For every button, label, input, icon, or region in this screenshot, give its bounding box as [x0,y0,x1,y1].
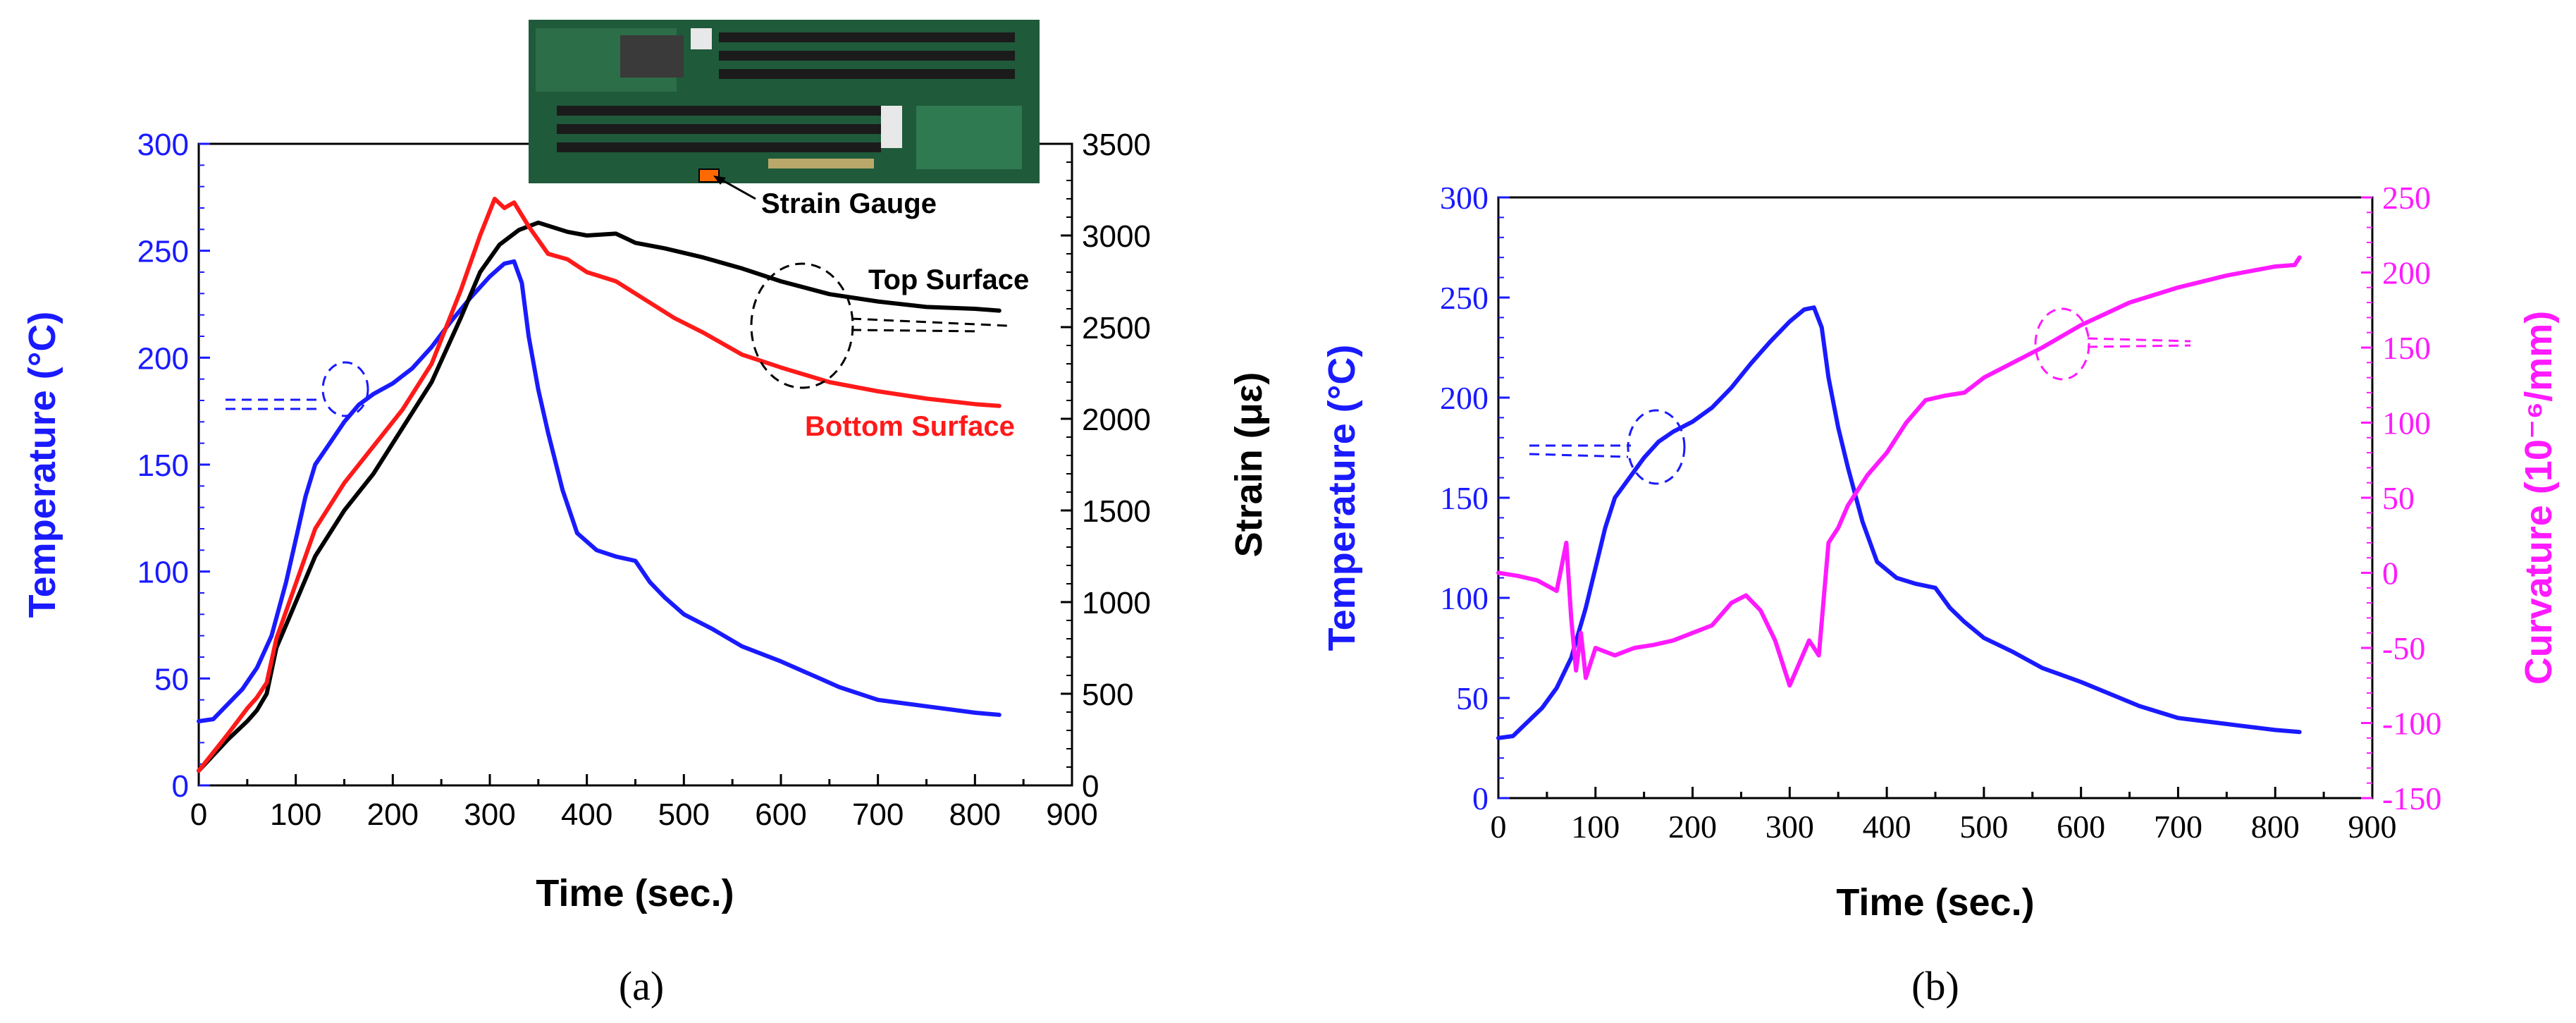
y-left-tick-label: 100 [1440,580,1489,616]
x-tick-label: 300 [464,797,515,832]
y-right-tick-label: 250 [2382,180,2431,216]
caption-a: (a) [619,963,664,1009]
curvature-pointer-b [2034,307,2191,381]
y-left-tick-label: 200 [137,341,189,376]
x-tick-label: 100 [1571,809,1620,845]
y-right-tick-label: 50 [2382,480,2415,516]
series-line-top-surface [197,220,1002,773]
panel-b: 0 100 200 300 400 500 600 700 800 900050100150200… [1321,180,2560,1009]
x-tick-label: 700 [2154,809,2202,845]
x-tick-label: 500 [1959,809,2008,845]
x-tick-label: 0 [190,797,207,832]
y-right-tick-label: 3000 [1082,219,1151,254]
y-right-tick-label: 500 [1082,678,1133,712]
y-right-tick-label: 3500 [1082,128,1151,162]
x-tick-label: 0 [1491,809,1507,845]
series-line-bottom-surface [197,197,1002,773]
temp-pointer-a [226,361,369,417]
y-left-tick-label: 300 [1440,180,1489,216]
ticks-a: 0 100 200 300 400 500 600 700 800 900050100150200… [137,128,1151,832]
y-left-tick-label: 150 [1440,480,1489,516]
y-left-tick-label: 100 [137,556,189,590]
x-tick-label: 600 [2057,809,2105,845]
inset-photo [529,20,1040,183]
panel-a: 0 100 200 300 400 500 600 700 800 900050100150200… [21,20,1270,1009]
x-tick-label: 600 [755,797,806,832]
x-axis-label-b: Time (sec.) [1836,881,2034,924]
plot-frame-b [1497,196,2374,800]
y-left-tick-label: 50 [154,662,189,697]
y-right-tick-label: 200 [2382,255,2431,291]
y-axis-label-left-b: Temperature (°C) [1321,345,1363,651]
y-left-tick-label: 0 [172,769,189,804]
series-b [1496,255,2302,740]
y-right-tick-label: 0 [2382,556,2398,592]
x-tick-label: 400 [1863,809,1911,845]
series-line-temperature [197,259,1002,723]
y-right-tick-label: -50 [2382,630,2425,666]
series-line-curvature [1496,255,2302,688]
x-tick-label: 900 [1046,797,1097,832]
y-right-tick-label: 1000 [1082,586,1151,620]
strain-pointer-a [750,262,1009,389]
x-tick-label: 700 [852,797,904,832]
strain-gauge-marker [698,169,720,183]
x-tick-label: 800 [2251,809,2300,845]
x-tick-label: 200 [367,797,419,832]
strain-gauge-callout: Strain Gauge [713,176,937,219]
y-right-tick-label: 2500 [1082,311,1151,345]
x-tick-label: 100 [270,797,321,832]
x-tick-label: 400 [561,797,612,832]
y-right-tick-label: 2000 [1082,403,1151,437]
y-left-tick-label: 300 [137,128,189,162]
x-tick-label: 500 [658,797,710,832]
y-axis-label-left-a: Temperature (°C) [21,312,63,618]
y-left-tick-label: 150 [137,448,189,483]
top-surface-label: Top Surface [868,264,1029,295]
x-axis-label-a: Time (sec.) [536,872,734,914]
y-axis-label-right-a: Strain (με) [1228,372,1270,558]
caption-b: (b) [1911,963,1959,1009]
y-left-tick-label: 250 [137,235,189,269]
bottom-surface-label: Bottom Surface [805,411,1015,442]
y-left-tick-label: 0 [1472,780,1489,816]
y-left-tick-label: 200 [1440,380,1489,416]
temp-pointer-b [1529,409,1686,485]
y-axis-label-right-b: Curvature (10⁻⁶/mm) [2518,311,2560,685]
y-right-tick-label: 150 [2382,330,2431,366]
series-a [197,197,1002,773]
y-left-tick-label: 50 [1456,680,1489,716]
ticks-b: 0 100 200 300 400 500 600 700 800 900050100150200… [1440,180,2441,845]
y-right-tick-label: 1500 [1082,494,1151,529]
series-line-temperature [1496,305,2302,740]
y-right-tick-label: 0 [1082,769,1099,804]
strain-gauge-label: Strain Gauge [761,188,937,219]
x-tick-label: 200 [1668,809,1717,845]
y-right-tick-label: -100 [2382,706,2441,742]
x-tick-label: 300 [1765,809,1814,845]
y-right-tick-label: 100 [2382,405,2431,441]
x-tick-label: 900 [2348,809,2397,845]
plot-frame-a [197,142,1073,787]
x-tick-label: 800 [949,797,1001,832]
y-left-tick-label: 250 [1440,280,1489,316]
y-right-tick-label: -150 [2382,780,2441,816]
